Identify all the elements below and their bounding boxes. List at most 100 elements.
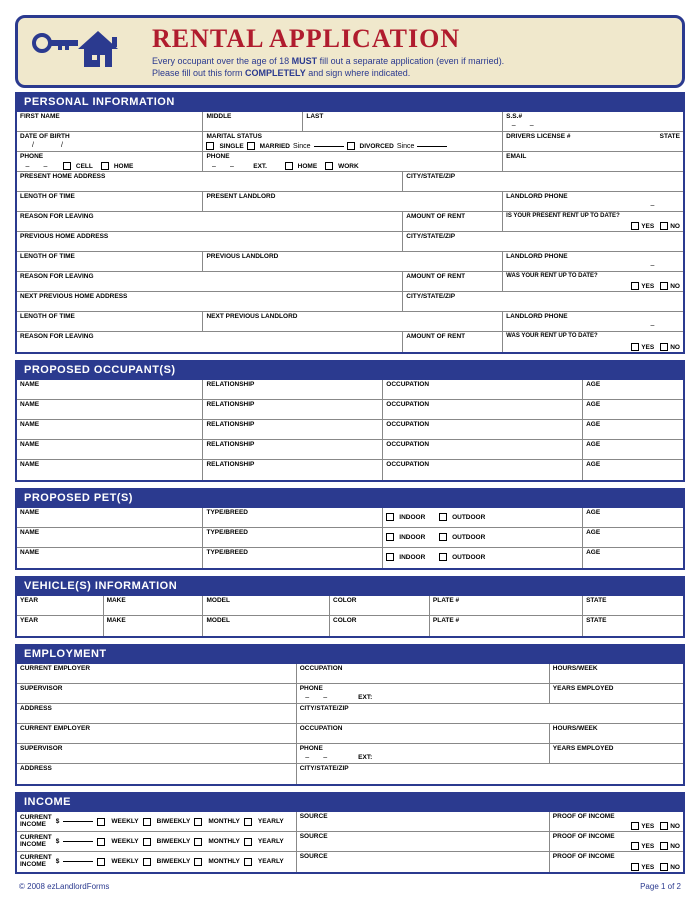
- section-employment-header: EMPLOYMENT: [15, 644, 685, 664]
- section-pets-header: PROPOSED PET(S): [15, 488, 685, 508]
- occ-name-label: NAME: [20, 401, 199, 408]
- emp-super-label: SUPERVISOR: [20, 685, 293, 692]
- rent1-label: AMOUNT OF RENT: [406, 213, 499, 220]
- lot2-label: LENGTH OF TIME: [20, 253, 199, 260]
- pet-name-label: NAME: [20, 509, 199, 516]
- occ-occ-label: OCCUPATION: [386, 381, 579, 388]
- indoor-checkbox[interactable]: [386, 513, 394, 521]
- indoor-checkbox[interactable]: [386, 533, 394, 541]
- reason2-label: REASON FOR LEAVING: [20, 273, 399, 280]
- proof-no-checkbox[interactable]: [660, 863, 668, 871]
- yes3-checkbox[interactable]: [631, 343, 639, 351]
- divorced-checkbox[interactable]: [347, 142, 355, 150]
- indoor-checkbox[interactable]: [386, 553, 394, 561]
- no3-checkbox[interactable]: [660, 343, 668, 351]
- home-checkbox[interactable]: [101, 162, 109, 170]
- occ-age-label: AGE: [586, 401, 680, 408]
- section-personal-body: FIRST NAME MIDDLE LAST S.S.#–– DATE OF B…: [15, 112, 685, 354]
- yearly-checkbox[interactable]: [244, 838, 252, 846]
- cell-checkbox[interactable]: [63, 162, 71, 170]
- biweekly-checkbox[interactable]: [143, 838, 151, 846]
- occ-occ-label: OCCUPATION: [386, 401, 579, 408]
- rent3-label: AMOUNT OF RENT: [406, 333, 499, 340]
- section-income-body: CURRENTINCOME $ WEEKLY BIWEEKLY MONTHLY …: [15, 812, 685, 874]
- lphone1-label: LANDLORD PHONE: [506, 193, 680, 200]
- emp-employer-label: CURRENT EMPLOYER: [20, 725, 293, 732]
- nextprev-landlord-label: NEXT PREVIOUS LANDLORD: [206, 313, 499, 320]
- middle-label: MIDDLE: [206, 113, 299, 120]
- occ-name-label: NAME: [20, 441, 199, 448]
- yearly-checkbox[interactable]: [244, 818, 252, 826]
- inc-source-label: SOURCE: [300, 813, 546, 820]
- section-income-header: INCOME: [15, 792, 685, 812]
- nextprev-addr-label: NEXT PREVIOUS HOME ADDRESS: [20, 293, 399, 300]
- monthly-checkbox[interactable]: [194, 818, 202, 826]
- married-checkbox[interactable]: [247, 142, 255, 150]
- veh-plate-label: PLATE #: [433, 617, 579, 624]
- yearly-checkbox[interactable]: [244, 858, 252, 866]
- yes2-checkbox[interactable]: [631, 282, 639, 290]
- page-footer: © 2008 ezLandlordForms Page 1 of 2: [15, 882, 685, 891]
- pres-landlord-label: PRESENT LANDLORD: [206, 193, 499, 200]
- emp-addr-label: ADDRESS: [20, 765, 293, 772]
- license-label: DRIVERS LICENSE #STATE: [506, 133, 680, 140]
- veh-year-label: YEAR: [20, 597, 100, 604]
- proof-yes-checkbox[interactable]: [631, 842, 639, 850]
- no2-checkbox[interactable]: [660, 282, 668, 290]
- monthly-checkbox[interactable]: [194, 838, 202, 846]
- monthly-checkbox[interactable]: [194, 858, 202, 866]
- phone2-label: PHONE: [206, 153, 499, 160]
- emp-employer-label: CURRENT EMPLOYER: [20, 665, 293, 672]
- outdoor-checkbox[interactable]: [439, 553, 447, 561]
- page-number: Page 1 of 2: [640, 882, 681, 891]
- pet-age-label: AGE: [586, 549, 680, 556]
- proof-yes-checkbox[interactable]: [631, 822, 639, 830]
- emp-addr-label: ADDRESS: [20, 705, 293, 712]
- outdoor-checkbox[interactable]: [439, 533, 447, 541]
- biweekly-checkbox[interactable]: [143, 858, 151, 866]
- veh-model-label: MODEL: [206, 617, 326, 624]
- weekly-checkbox[interactable]: [97, 858, 105, 866]
- copyright: © 2008 ezLandlordForms: [19, 882, 109, 891]
- uptodate1-label: Is your present rent up to date?: [506, 213, 680, 219]
- header-text: RENTAL APPLICATION Every occupant over t…: [152, 24, 504, 79]
- pet-type-label: TYPE/BREED: [206, 549, 379, 556]
- pet-type-label: TYPE/BREED: [206, 529, 379, 536]
- pet-name-label: NAME: [20, 529, 199, 536]
- veh-year-label: YEAR: [20, 617, 100, 624]
- prev-landlord-label: PREVIOUS LANDLORD: [206, 253, 499, 260]
- outdoor-checkbox[interactable]: [439, 513, 447, 521]
- reason3-label: REASON FOR LEAVING: [20, 333, 399, 340]
- inc-proof-label: PROOF OF INCOME: [553, 813, 680, 820]
- occ-name-label: NAME: [20, 461, 199, 468]
- no1-checkbox[interactable]: [660, 222, 668, 230]
- inc-proof-label: PROOF OF INCOME: [553, 833, 680, 840]
- veh-color-label: COLOR: [333, 617, 426, 624]
- proof-yes-checkbox[interactable]: [631, 863, 639, 871]
- work-checkbox[interactable]: [325, 162, 333, 170]
- proof-no-checkbox[interactable]: [660, 842, 668, 850]
- occ-age-label: AGE: [586, 441, 680, 448]
- uptodate2-label: Was your rent up to date?: [506, 273, 680, 279]
- weekly-checkbox[interactable]: [97, 838, 105, 846]
- weekly-checkbox[interactable]: [97, 818, 105, 826]
- occ-age-label: AGE: [586, 421, 680, 428]
- emp-super-label: SUPERVISOR: [20, 745, 293, 752]
- yes1-checkbox[interactable]: [631, 222, 639, 230]
- occ-rel-label: RELATIONSHIP: [206, 401, 379, 408]
- inc-label: CURRENTINCOME: [20, 815, 52, 828]
- home2-checkbox[interactable]: [285, 162, 293, 170]
- section-occupants-header: PROPOSED OCCUPANT(S): [15, 360, 685, 380]
- csz2-label: CITY/STATE/ZIP: [406, 233, 680, 240]
- occ-occ-label: OCCUPATION: [386, 461, 579, 468]
- key-house-logo: [30, 29, 140, 74]
- proof-no-checkbox[interactable]: [660, 822, 668, 830]
- form-title: RENTAL APPLICATION: [152, 24, 504, 54]
- emp-csz-label: CITY/STATE/ZIP: [300, 765, 680, 772]
- biweekly-checkbox[interactable]: [143, 818, 151, 826]
- emp-years-label: YEARS EMPLOYED: [553, 685, 680, 692]
- emp-phone-label: PHONE: [300, 685, 546, 692]
- emp-years-label: YEARS EMPLOYED: [553, 745, 680, 752]
- single-checkbox[interactable]: [206, 142, 214, 150]
- veh-state-label: STATE: [586, 617, 680, 624]
